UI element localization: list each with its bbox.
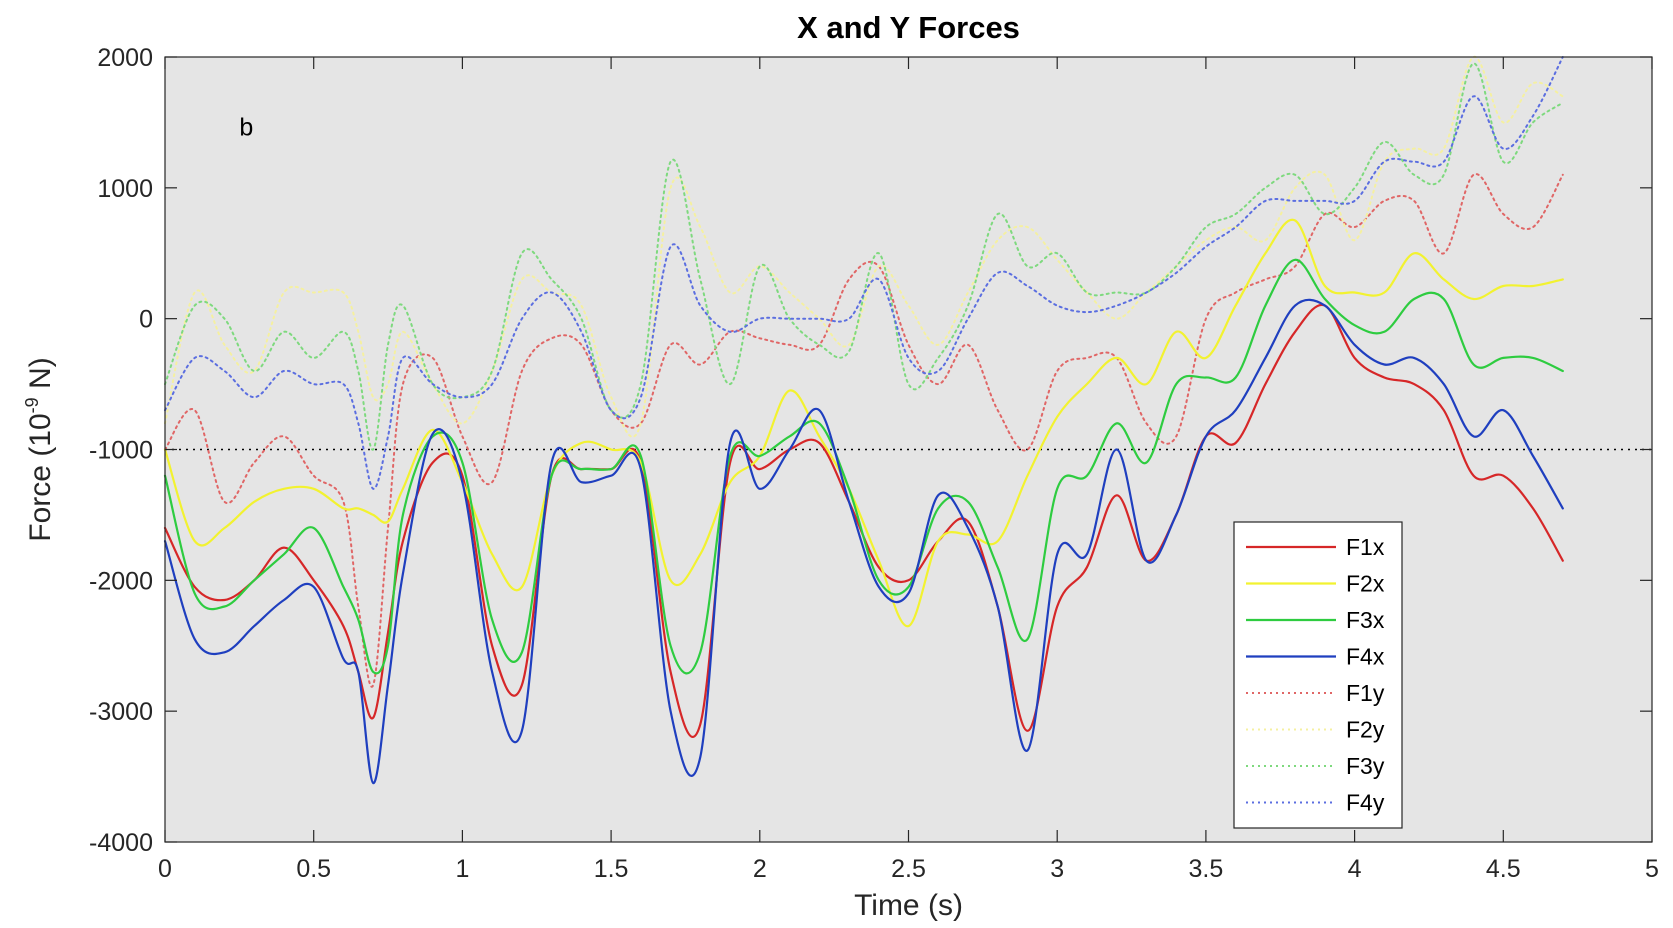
- x-tick-label: 3: [1050, 855, 1064, 883]
- y-tick-label: 1000: [97, 175, 153, 203]
- x-tick-label: 3.5: [1189, 855, 1224, 883]
- x-tick-label: 4.5: [1486, 855, 1521, 883]
- legend-label-f2x: F2x: [1346, 571, 1385, 597]
- y-tick-label: -3000: [89, 698, 153, 726]
- y-axis-label-main: Force (10: [24, 413, 57, 541]
- x-tick-label: 2.5: [891, 855, 926, 883]
- x-tick-label: 2: [753, 855, 767, 883]
- series-line-f1y: [164, 173, 1564, 688]
- series-layer: [163, 56, 1564, 785]
- legend-label-f2y: F2y: [1346, 717, 1385, 743]
- y-axis-label-exponent: -9: [22, 397, 42, 413]
- y-tick-label: 2000: [97, 44, 153, 72]
- y-axis: -4000 -3000 -2000 -1000 0 1000 2000: [89, 44, 1652, 857]
- legend-label-f1y: F1y: [1346, 680, 1385, 706]
- y-axis-label-unit: N): [24, 357, 57, 397]
- panel-label: b: [239, 114, 253, 142]
- y-tick-label: 0: [139, 306, 153, 334]
- x-axis: 0 0.5 1 1.5 2 2.5 3 3.5 4 4.5 5: [158, 57, 1659, 883]
- series-line-f4x: [163, 298, 1564, 785]
- x-tick-label: 0.5: [296, 855, 331, 883]
- legend-label-f3y: F3y: [1346, 753, 1385, 779]
- x-axis-label: Time (s): [854, 889, 963, 922]
- y-tick-label: -1000: [89, 437, 153, 465]
- y-tick-label: -2000: [89, 567, 153, 595]
- y-axis-label: Force (10-9 N): [22, 357, 57, 541]
- legend-label-f4y: F4y: [1346, 790, 1385, 816]
- x-tick-label: 0: [158, 855, 172, 883]
- series-line-f4y: [164, 56, 1564, 490]
- legend-box: [1233, 521, 1403, 829]
- y-tick-label: -4000: [89, 829, 153, 857]
- legend-label-f3x: F3x: [1346, 607, 1385, 633]
- legend-label-f4x: F4x: [1346, 644, 1385, 670]
- series-line-f3y: [164, 62, 1564, 451]
- legend-label-f1x: F1x: [1346, 534, 1385, 560]
- x-tick-label: 1: [455, 855, 469, 883]
- x-tick-label: 5: [1645, 855, 1659, 883]
- series-line-f2x: [163, 218, 1564, 628]
- chart-title: X and Y Forces: [797, 10, 1020, 45]
- series-line-f2y: [164, 56, 1564, 438]
- legend: F1x F2x F3x F4x F1y F2y F3y F4y: [1233, 521, 1403, 829]
- x-tick-label: 1.5: [594, 855, 629, 883]
- x-tick-label: 4: [1348, 855, 1362, 883]
